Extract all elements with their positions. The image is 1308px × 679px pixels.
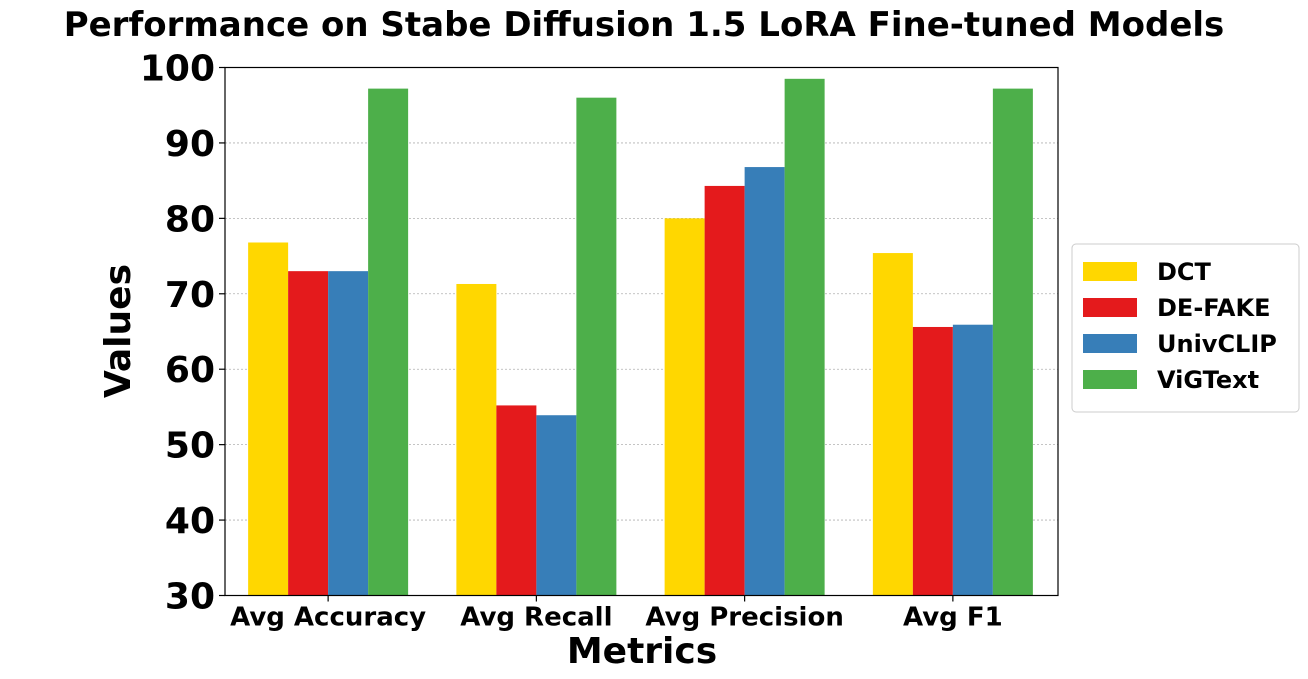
bar-univclip-0 (328, 271, 369, 596)
bar-dct-0 (248, 242, 289, 596)
y-tick-label: 30 (165, 577, 215, 618)
grid-layer (225, 142, 1058, 521)
bar-dct-2 (664, 218, 705, 596)
legend-label: DCT (1157, 258, 1212, 286)
x-axis-label: Metrics (567, 631, 717, 672)
legend-swatch-vigtext (1083, 370, 1137, 389)
legend-label: DE-FAKE (1157, 294, 1270, 322)
bar-dct-3 (872, 253, 913, 596)
y-tick-label: 80 (165, 199, 215, 240)
y-tick-label: 40 (165, 501, 215, 542)
x-tick-label: Avg F1 (903, 603, 1003, 633)
legend-swatch-de-fake (1083, 298, 1137, 317)
legend-label: ViGText (1157, 366, 1259, 394)
y-tick-label: 50 (165, 426, 215, 467)
legend-swatch-univclip (1083, 334, 1137, 353)
chart-title: Performance on Stabe Diffusion 1.5 LoRA … (64, 5, 1225, 45)
x-tick-label: Avg Recall (460, 603, 612, 633)
x-axis-ticks: Avg Accuracy Avg Recall Avg Precision Avg F… (230, 595, 1003, 633)
y-tick-label: 90 (165, 124, 215, 165)
bar-vigtext-2 (784, 78, 825, 596)
bars-layer (248, 78, 1033, 596)
bar-univclip-1 (536, 415, 577, 596)
bar-vigtext-0 (368, 88, 409, 596)
legend: DCT DE-FAKE UnivCLIP ViGText (1071, 243, 1300, 413)
y-tick-label: 60 (165, 350, 215, 391)
bar-de-fake-2 (704, 185, 745, 596)
bar-vigtext-3 (992, 88, 1033, 596)
x-tick-label: Avg Precision (645, 603, 843, 633)
bar-univclip-2 (744, 167, 785, 596)
legend-swatch-dct (1083, 262, 1137, 281)
y-axis-ticks: 30 40 50 60 70 80 90 100 (140, 49, 225, 618)
y-tick-label: 100 (140, 49, 215, 90)
plot-frame (224, 66, 1059, 597)
bar-univclip-3 (952, 324, 993, 596)
bar-de-fake-0 (288, 271, 329, 596)
y-tick-label: 70 (165, 275, 215, 316)
y-axis-label: Values (98, 264, 139, 398)
bar-dct-1 (456, 283, 497, 596)
bar-vigtext-1 (576, 97, 617, 596)
legend-label: UnivCLIP (1157, 330, 1277, 358)
bar-de-fake-3 (912, 326, 953, 596)
x-tick-label: Avg Accuracy (230, 603, 426, 633)
bar-de-fake-1 (496, 405, 537, 596)
